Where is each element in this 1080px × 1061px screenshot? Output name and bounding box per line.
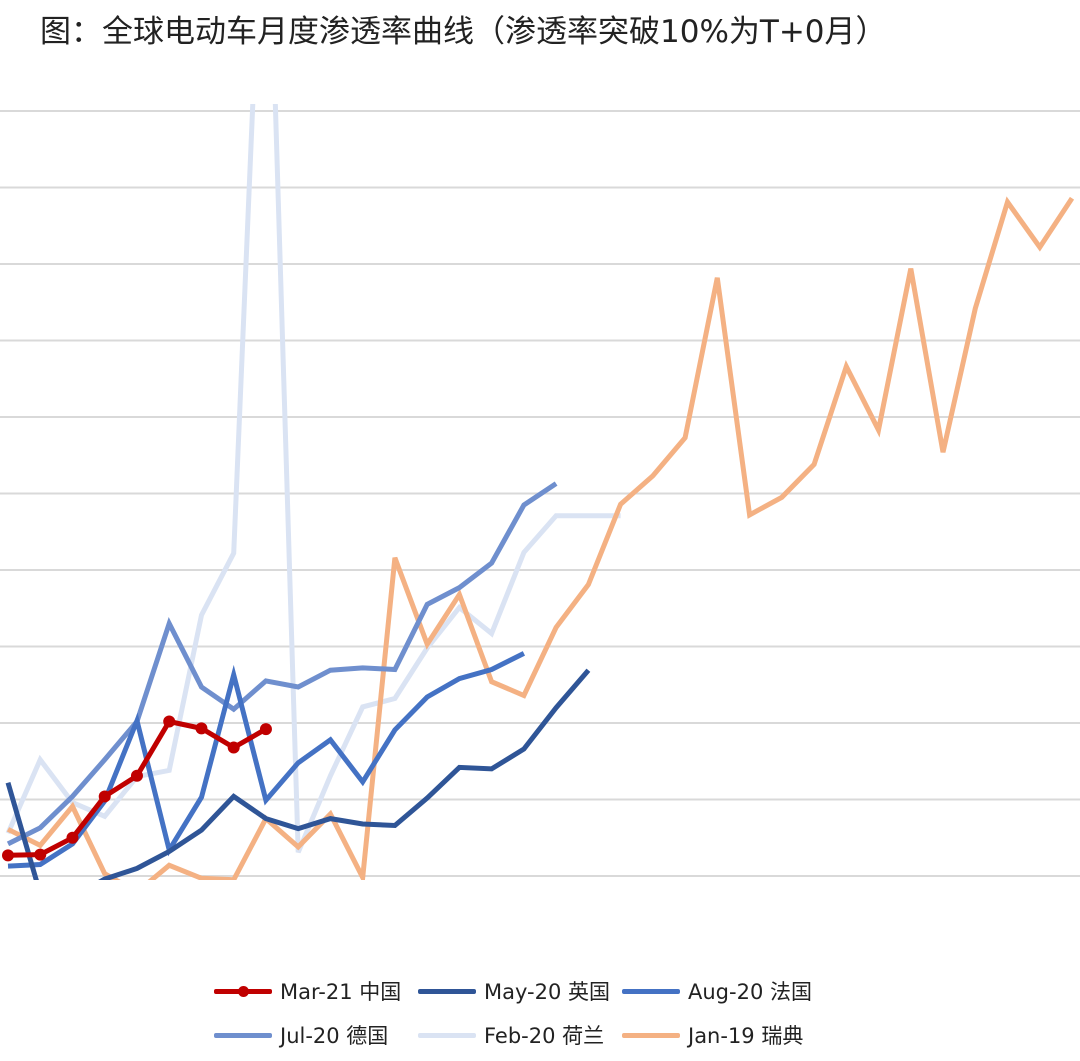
series-line-1 (5, 668, 591, 880)
legend-label-0: Mar-21 中国 (280, 980, 402, 1004)
legend-label-1: May-20 英国 (484, 980, 611, 1004)
legend-swatch-1 (418, 981, 476, 1001)
series-0-point-6 (195, 722, 208, 735)
series-line-3 (6, 481, 558, 847)
series-line-4 (5, 104, 621, 854)
legend-item-4: Feb-20 荷兰 (418, 1020, 604, 1050)
legend-swatch-5 (622, 1025, 680, 1045)
series-0-point-2 (66, 831, 79, 844)
legend-label-5: Jan-19 瑞典 (688, 1024, 804, 1048)
legend-swatch-2 (622, 981, 680, 1001)
legend-item-5: Jan-19 瑞典 (622, 1020, 803, 1050)
legend-swatch-0 (214, 981, 272, 1001)
legend-swatch-4 (418, 1025, 476, 1045)
series-0-point-4 (130, 769, 143, 782)
series-line-2 (7, 651, 526, 869)
legend-swatch-3 (214, 1025, 272, 1045)
legend-item-2: Aug-20 法国 (622, 976, 812, 1006)
legend-item-0: Mar-21 中国 (214, 976, 401, 1006)
chart-title: 图：全球电动车月度渗透率曲线（渗透率突破10%为T+0月） (40, 14, 887, 50)
legend-label-4: Feb-20 荷兰 (484, 1024, 605, 1048)
legend-label-3: Jul-20 德国 (280, 1024, 389, 1048)
series-line-5 (6, 196, 1075, 880)
series-0-point-5 (163, 715, 176, 728)
series-lines (2, 104, 1075, 880)
series-0-point-7 (227, 741, 240, 754)
line-chart (0, 104, 1080, 880)
legend-item-3: Jul-20 德国 (214, 1020, 388, 1050)
series-0-point-1 (34, 848, 47, 861)
legend-item-1: May-20 英国 (418, 976, 610, 1006)
series-0-point-8 (259, 723, 272, 736)
series-0-point-3 (98, 790, 111, 803)
legend-label-2: Aug-20 法国 (688, 980, 812, 1004)
series-0-point-0 (2, 849, 14, 862)
